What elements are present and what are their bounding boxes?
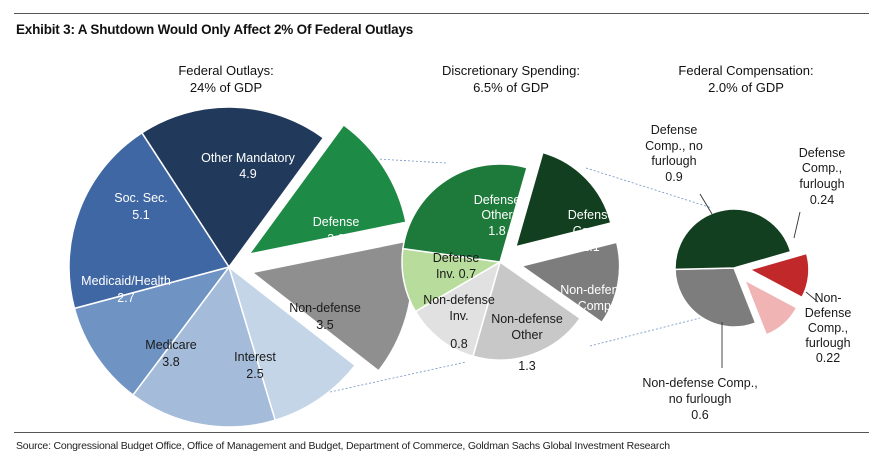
slice-value-defense: 3.0: [327, 232, 344, 246]
pie-slice-other-mandatory: [140, 106, 325, 269]
slice-label-non-defense-comp-furlough-0: Non-: [814, 291, 841, 305]
leader-line-defense-comp-furlough: [793, 211, 801, 239]
pie-slice-non-defense-comp-no-furlough: [674, 267, 757, 328]
connector-line-2: [329, 361, 467, 393]
slice-label-non-defense-comp-0: Non-defense: [560, 283, 632, 297]
slice-label-non-defense-comp-1: Comp.: [578, 299, 615, 313]
pie-slice-interest: [227, 264, 357, 422]
connector-line-4: [589, 317, 701, 347]
slice-label-defense-inv-1: Inv. 0.7: [436, 267, 476, 281]
bottom-rule: [14, 432, 869, 433]
slice-label-non-defense-inv-0: Non-defense: [423, 293, 495, 307]
slice-label-soc-sec-0: Soc. Sec.: [114, 191, 168, 205]
pie-slice-non-defense-comp: [519, 241, 621, 324]
leader-line-non-defense-comp-furlough: [805, 291, 819, 303]
slice-label-non-defense-comp-no-furlough-1: no furlough: [669, 392, 732, 406]
slice-label-interest-0: Interest: [234, 350, 276, 364]
slice-label-defense-comp-0: Defense: [568, 208, 615, 222]
pie-slice-non-defense-other: [472, 260, 582, 361]
pie-slice-soc-sec: [68, 131, 231, 310]
slice-value-defense-other: 1.8: [488, 224, 505, 238]
slice-label-defense-comp-furlough-2: furlough: [799, 177, 844, 191]
slice-label-defense-other-1: Other: [481, 208, 512, 222]
federal-outlays-subtitle: 24% of GDP: [190, 80, 262, 95]
discretionary-spending-title: Discretionary Spending:: [442, 63, 580, 78]
slice-value-non-defense: 3.5: [316, 318, 333, 332]
slice-value-non-defense-comp-no-furlough: 0.6: [691, 408, 708, 422]
slice-value-medicaid-health: 2.7: [117, 291, 134, 305]
slice-label-non-defense-comp-furlough-3: furlough: [805, 336, 850, 350]
slice-value-defense-comp: 1.1: [582, 240, 599, 254]
slice-label-defense-comp-no-furlough-0: Defense: [651, 123, 698, 137]
slice-value-non-defense-comp-furlough: 0.22: [816, 351, 840, 365]
federal-compensation-subtitle: 2.0% of GDP: [708, 80, 784, 95]
slice-label-defense-other-0: Defense: [474, 193, 521, 207]
slice-label-defense-comp-no-furlough-1: Comp., no: [645, 139, 703, 153]
slice-value-other-mandatory: 4.9: [239, 167, 256, 181]
federal-outlays-pie: Federal Outlays: 24% of GDP Other Mandator…: [68, 63, 414, 428]
pie-slice-defense: [247, 123, 407, 256]
slice-label-other-mandatory-0: Other Mandatory: [201, 151, 296, 165]
pie-slice-medicaid-health: [73, 265, 231, 397]
pie-slice-non-defense-comp-furlough: [743, 278, 798, 336]
slice-value-non-defense-other: 1.3: [518, 359, 535, 373]
slice-label-defense-comp-no-furlough-2: furlough: [651, 154, 696, 168]
slice-label-defense-comp-furlough-0: Defense: [799, 146, 846, 160]
slice-label-defense-comp-1: Comp.: [573, 224, 610, 238]
pie-slice-defense-comp-furlough: [747, 252, 810, 299]
slice-label-medicare-0: Medicare: [145, 338, 196, 352]
federal-compensation-pie: Federal Compensation:2.0% of GDPDefenseC…: [642, 63, 851, 422]
slice-label-non-defense-comp-furlough-1: Defense: [805, 306, 852, 320]
slice-label-non-defense-0: Non-defense: [289, 301, 361, 315]
slice-label-non-defense-inv-1: Inv.: [449, 309, 468, 323]
slice-value-defense-comp-no-furlough: 0.9: [665, 170, 682, 184]
slice-label-non-defense-comp-furlough-2: Comp.,: [808, 321, 848, 335]
slice-value-non-defense-comp: 0.9: [587, 329, 604, 343]
slice-value-non-defense-inv: 0.8: [450, 337, 467, 351]
slice-value-interest: 2.5: [246, 367, 263, 381]
slice-label-non-defense-other-0: Non-defense: [491, 312, 563, 326]
connector-line-3: [585, 167, 713, 209]
federal-outlays-title: Federal Outlays:: [178, 63, 273, 78]
slice-label-medicaid-health-0: Medicaid/Health: [81, 274, 171, 288]
discretionary-spending-pie: Discretionary Spending: 6.5% of GDP Defens…: [401, 63, 632, 373]
slice-label-defense-comp-furlough-1: Comp.,: [802, 161, 842, 175]
slice-label-non-defense-other-1: Other: [511, 328, 542, 342]
slice-label-defense-inv-0: Defense: [433, 251, 480, 265]
source-note: Source: Congressional Budget Office, Off…: [16, 440, 670, 452]
slice-value-defense-comp-furlough: 0.24: [810, 193, 834, 207]
pie-slice-defense-comp-no-furlough: [674, 208, 792, 271]
leader-line-defense-comp-no-furlough: [699, 193, 713, 215]
pie-slice-non-defense-inv: [414, 260, 502, 358]
pie-slice-defense-other: [402, 163, 528, 263]
pie-slice-medicare: [131, 265, 277, 428]
federal-compensation-title: Federal Compensation:: [678, 63, 813, 78]
top-rule: [14, 13, 869, 14]
discretionary-spending-subtitle: 6.5% of GDP: [473, 80, 549, 95]
pie-slice-defense-comp: [514, 151, 612, 248]
slice-value-soc-sec: 5.1: [132, 208, 149, 222]
slice-value-medicare: 3.8: [162, 355, 179, 369]
exhibit-title: Exhibit 3: A Shutdown Would Only Affect …: [16, 22, 414, 37]
slice-label-non-defense-comp-no-furlough-0: Non-defense Comp.,: [642, 376, 757, 390]
slice-label-defense-0: Defense: [313, 215, 360, 229]
